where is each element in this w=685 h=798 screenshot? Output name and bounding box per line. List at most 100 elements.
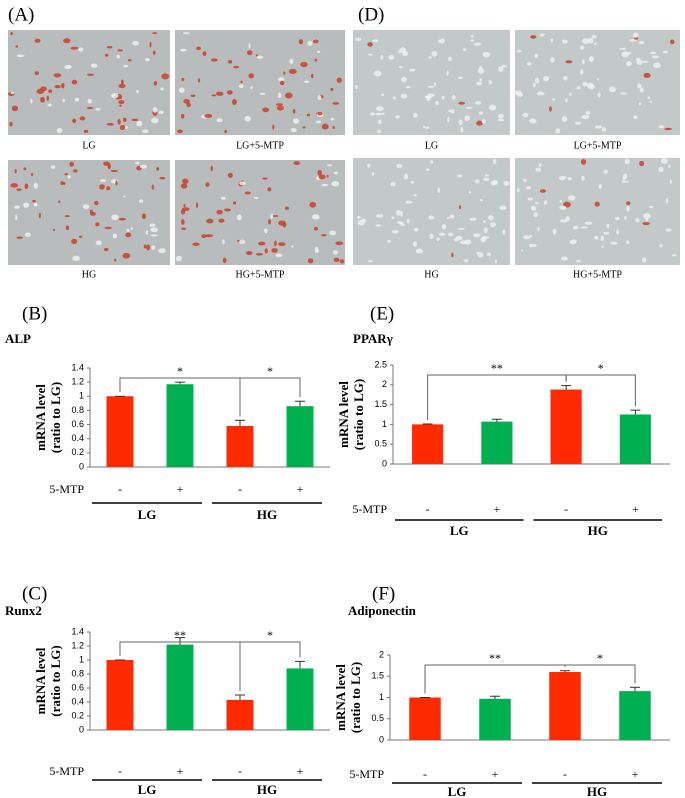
- cell: [426, 95, 431, 101]
- cell: [54, 85, 61, 89]
- cell: [372, 39, 379, 43]
- cell: [11, 105, 19, 112]
- cell: [422, 125, 426, 129]
- cell: [539, 189, 547, 193]
- cell: [16, 54, 25, 58]
- cell: [481, 119, 486, 124]
- significance-label: *: [598, 361, 604, 375]
- cell: [15, 214, 18, 221]
- cell: [60, 180, 64, 186]
- cell: [70, 46, 79, 50]
- cell: [78, 235, 83, 238]
- cell: [283, 71, 286, 75]
- cell: [594, 201, 600, 207]
- image-caption: LG: [425, 140, 438, 151]
- cell: [390, 182, 396, 187]
- cell: [248, 73, 254, 79]
- cell: [38, 212, 41, 219]
- y-tick-label: 0.5: [374, 439, 387, 449]
- cell: [279, 80, 285, 86]
- cell: [248, 43, 251, 49]
- cell: [190, 94, 196, 97]
- group-label: LG: [138, 782, 157, 797]
- cell: [106, 186, 111, 191]
- cell: [472, 233, 481, 237]
- cell: [56, 127, 63, 134]
- cell: [492, 158, 497, 165]
- cell: [181, 219, 185, 225]
- cell: [536, 91, 545, 96]
- cell: [107, 163, 111, 170]
- cell: [367, 260, 374, 263]
- cell: [303, 80, 310, 83]
- x-tick-label: -: [426, 502, 430, 516]
- cell: [326, 174, 329, 178]
- group-label: HG: [257, 782, 277, 797]
- cell: [32, 199, 36, 203]
- cell: [580, 69, 584, 75]
- cell: [215, 91, 224, 96]
- cell: [317, 111, 323, 116]
- cell: [462, 48, 467, 51]
- cell: [585, 110, 591, 115]
- cell: [441, 223, 447, 230]
- cell: [576, 86, 581, 90]
- x-tick-label: -: [563, 767, 567, 781]
- cell: [530, 205, 536, 210]
- cell: [321, 183, 329, 187]
- cell: [396, 220, 404, 225]
- significance-label: *: [177, 364, 183, 378]
- cell: [175, 255, 183, 262]
- cell: [30, 173, 34, 177]
- cell: [391, 230, 399, 234]
- cell: [375, 214, 384, 218]
- cell: [594, 125, 603, 129]
- x-tick-label: -: [238, 482, 242, 496]
- cell: [63, 38, 71, 44]
- cell: [50, 165, 56, 169]
- cell: [118, 217, 126, 221]
- cell: [550, 57, 555, 63]
- bar: [412, 424, 444, 464]
- cell: [315, 120, 322, 124]
- cell: [181, 207, 190, 212]
- cell: [653, 62, 661, 69]
- cell: [232, 201, 237, 205]
- cell: [552, 98, 556, 101]
- cell: [153, 81, 158, 86]
- cell: [535, 77, 540, 84]
- cell: [463, 258, 469, 263]
- cell: [290, 127, 297, 133]
- cell: [355, 84, 358, 90]
- cell: [10, 91, 15, 95]
- bar: [226, 425, 254, 467]
- significance-label: *: [597, 651, 603, 665]
- x-tick-label: +: [177, 482, 184, 496]
- y-axis-label: mRNA level(ratio to LG): [33, 645, 63, 716]
- cell: [458, 119, 463, 126]
- cell: [240, 80, 243, 84]
- cell: [624, 51, 632, 55]
- cell: [446, 70, 449, 76]
- cell: [278, 220, 286, 226]
- cell: [152, 50, 156, 55]
- cell: [205, 234, 214, 238]
- cell: [530, 35, 537, 39]
- cell: [318, 174, 326, 180]
- cell: [598, 184, 603, 190]
- cell: [626, 205, 630, 212]
- cell: [151, 245, 156, 250]
- cell: [14, 168, 17, 174]
- cell: [670, 39, 675, 45]
- cell: [255, 54, 259, 57]
- cell: [317, 95, 322, 101]
- cell: [136, 89, 140, 94]
- cell: [126, 228, 130, 232]
- cell: [146, 244, 151, 251]
- cell: [69, 161, 74, 167]
- cell: [664, 127, 672, 131]
- cell: [624, 215, 627, 221]
- cell: [330, 117, 335, 121]
- cell: [458, 101, 465, 105]
